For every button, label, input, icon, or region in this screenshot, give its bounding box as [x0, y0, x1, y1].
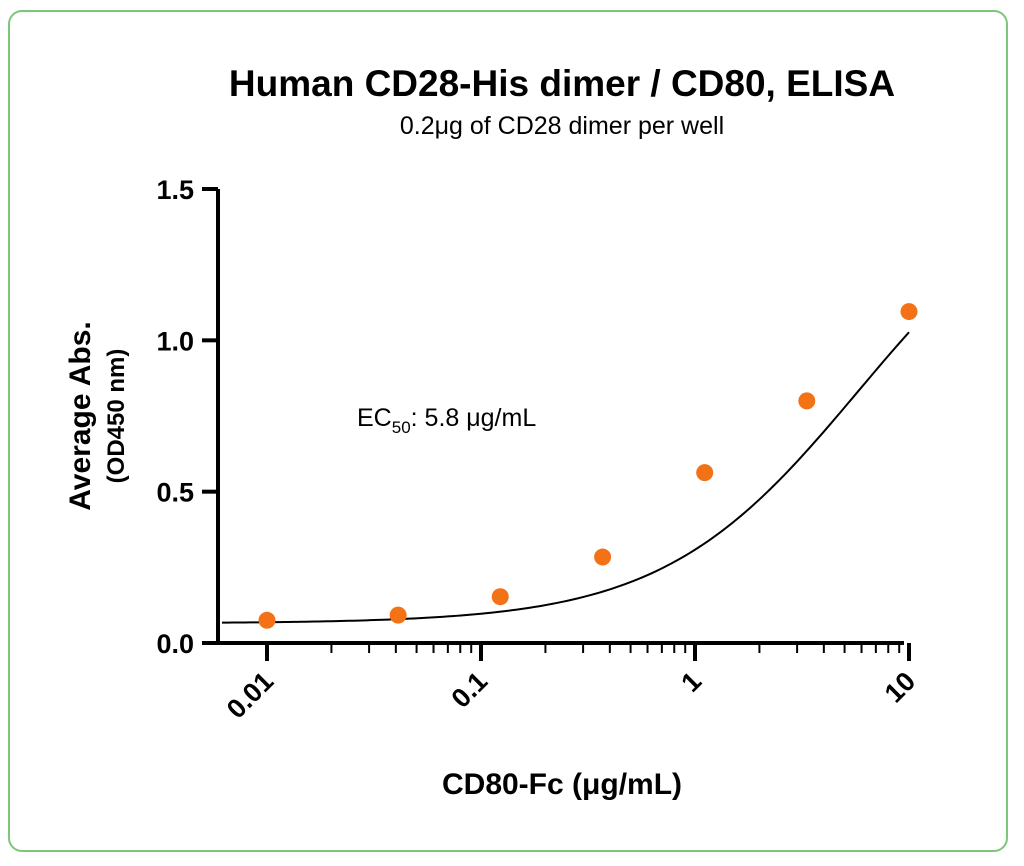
chart-title: Human CD28-His dimer / CD80, ELISA: [229, 63, 895, 104]
data-point: [696, 464, 714, 482]
x-axis-ticks: 0.01 0.1 1 10: [221, 643, 921, 724]
y-tick-label: 0.0: [156, 629, 194, 659]
ec50-value: : 5.8 μg/mL: [411, 404, 537, 432]
chart-frame: [8, 10, 1008, 852]
ec50-subscript: 50: [392, 418, 411, 437]
data-point: [389, 606, 407, 624]
ec50-annotation: EC50: 5.8 μg/mL: [357, 404, 536, 437]
data-points: [258, 303, 918, 629]
chart-subtitle: 0.2μg of CD28 dimer per well: [400, 112, 724, 140]
data-point: [258, 611, 276, 629]
x-tick-label: 0.1: [445, 666, 493, 714]
fit-curve: [221, 331, 910, 624]
data-point: [594, 548, 612, 566]
y-axis-ticks: 0.0 0.5 1.0 1.5: [156, 175, 218, 659]
y-axis-title: Average Abs.: [64, 321, 97, 511]
y-tick-label: 1.5: [156, 175, 194, 205]
y-tick-label: 1.0: [156, 326, 194, 356]
x-axis-title: CD80-Fc (μg/mL): [442, 768, 682, 801]
ec50-prefix: EC: [357, 404, 392, 432]
y-tick-label: 0.5: [156, 478, 194, 508]
axes: [216, 189, 904, 645]
y-axis-subtitle: (OD450 nm): [103, 349, 130, 484]
x-tick-label: 1: [675, 666, 707, 698]
x-tick-label: 10: [879, 666, 921, 708]
data-point: [491, 588, 509, 606]
data-point: [798, 392, 816, 410]
x-tick-label: 0.01: [221, 666, 279, 724]
data-point: [900, 303, 918, 321]
